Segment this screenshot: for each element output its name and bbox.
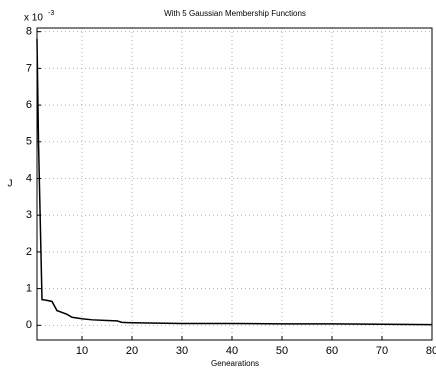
y-tick-label: 7: [26, 62, 32, 74]
y-axis-label: J: [8, 179, 13, 190]
x-tick-label: 10: [76, 345, 88, 357]
chart-title: With 5 Gaussian Membership Functions: [164, 9, 306, 18]
x-tick-label: 50: [276, 345, 288, 357]
y-tick-label: 3: [26, 209, 32, 221]
x-tick-label: 40: [226, 345, 238, 357]
y-tick-label: 8: [26, 26, 32, 38]
x-tick-label: 70: [376, 345, 388, 357]
y-tick-label: 2: [26, 246, 32, 258]
x-axis-label: Genearations: [211, 359, 259, 368]
y-tick-label: 0: [26, 319, 32, 331]
y-tick-label: 4: [26, 172, 32, 184]
y-tick-label: 1: [26, 283, 32, 295]
y-multiplier-exponent: -3: [48, 10, 54, 17]
y-tick-label: 6: [26, 99, 32, 111]
y-multiplier: x 10: [24, 13, 43, 24]
plot-frame: [36, 27, 433, 341]
y-tick-label: 5: [26, 136, 32, 148]
x-tick-label: 60: [326, 345, 338, 357]
x-tick-label: 80: [426, 345, 436, 357]
data-line: [36, 39, 433, 326]
x-tick-label: 30: [176, 345, 188, 357]
x-tick-label: 20: [126, 345, 138, 357]
